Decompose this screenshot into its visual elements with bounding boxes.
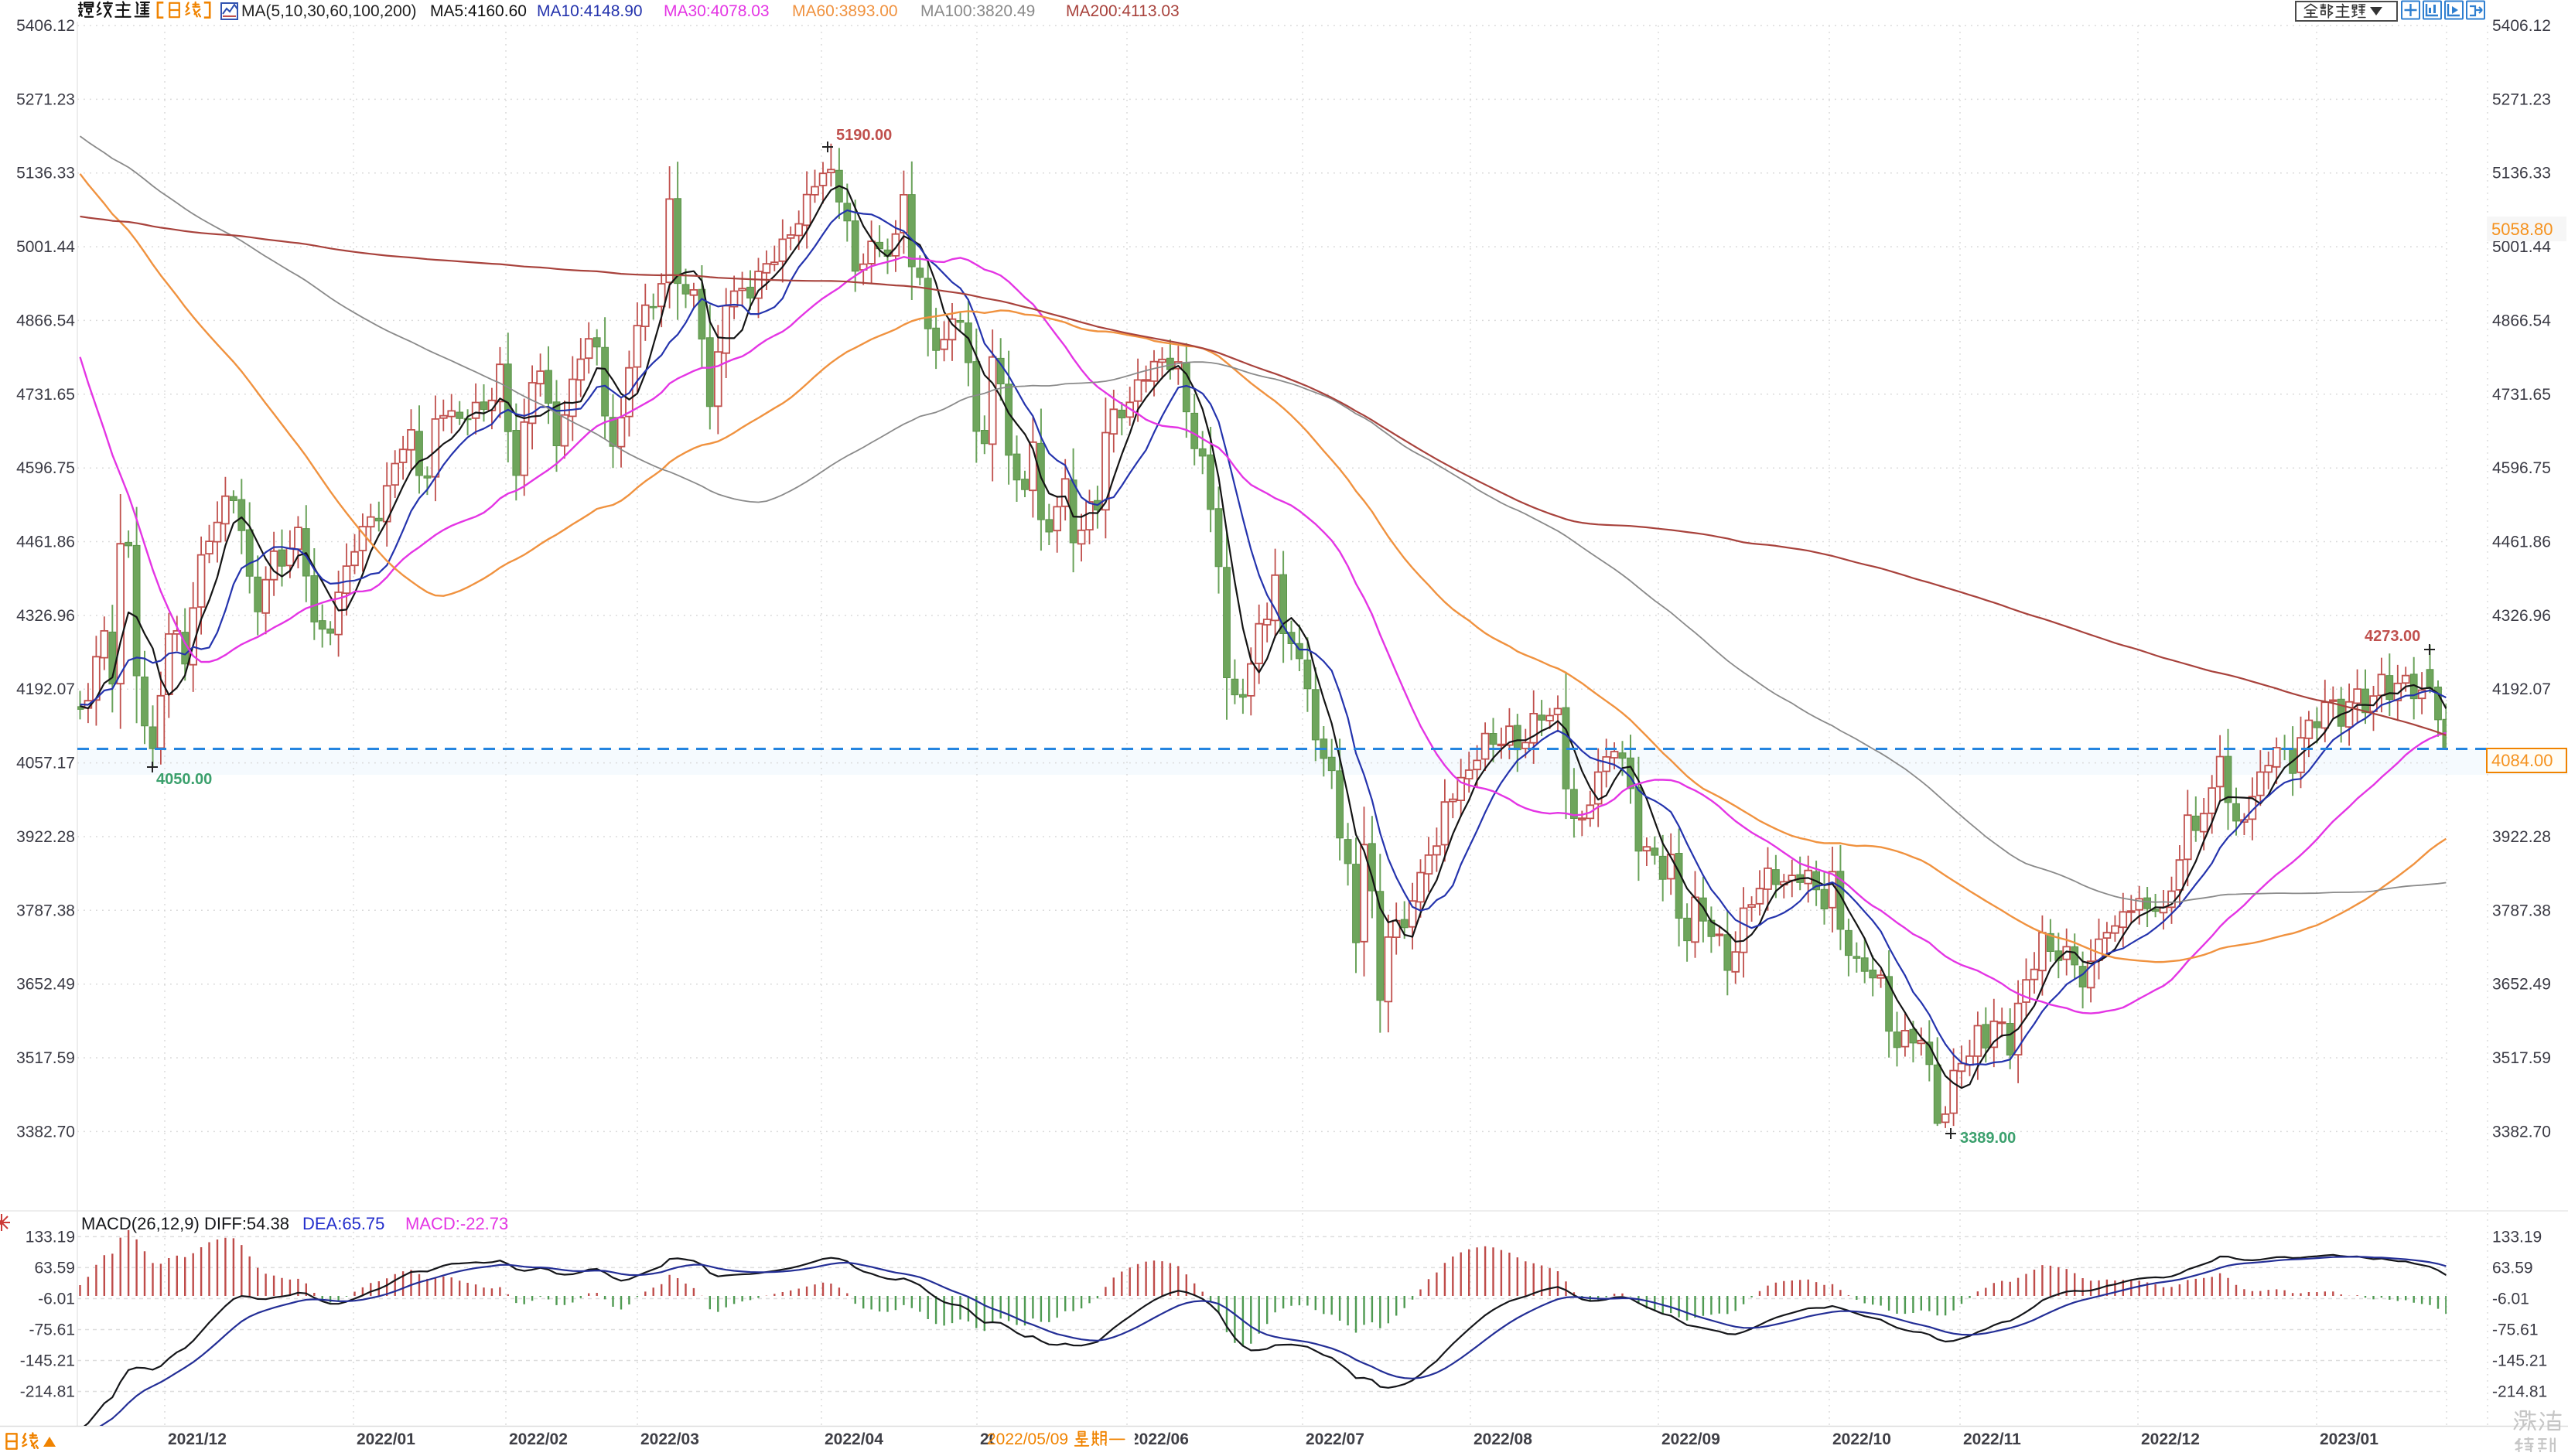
svg-text:4273.00: 4273.00 <box>2365 628 2420 645</box>
svg-text:3922.28: 3922.28 <box>16 828 75 846</box>
svg-text:5136.33: 5136.33 <box>16 165 75 182</box>
svg-text:3517.59: 3517.59 <box>2492 1049 2551 1067</box>
svg-text:133.19: 133.19 <box>26 1228 75 1246</box>
svg-text:2022/11: 2022/11 <box>1963 1430 2021 1448</box>
svg-text:MA10:4148.90: MA10:4148.90 <box>537 2 643 20</box>
svg-text:2022/08: 2022/08 <box>1474 1430 1532 1448</box>
svg-text:63.59: 63.59 <box>2492 1259 2533 1277</box>
svg-text:-75.61: -75.61 <box>2492 1321 2539 1339</box>
svg-text:2022/07: 2022/07 <box>1306 1430 1364 1448</box>
svg-text:3382.70: 3382.70 <box>16 1123 75 1141</box>
svg-text:3652.49: 3652.49 <box>16 976 75 994</box>
svg-text:-214.81: -214.81 <box>20 1383 75 1401</box>
svg-text:4596.75: 4596.75 <box>2492 459 2551 477</box>
svg-text:-6.01: -6.01 <box>38 1291 75 1308</box>
svg-text:4596.75: 4596.75 <box>16 459 75 477</box>
svg-text:4192.07: 4192.07 <box>2492 680 2551 698</box>
svg-text:2022/06: 2022/06 <box>1130 1430 1189 1448</box>
svg-text:4084.00: 4084.00 <box>2491 751 2553 770</box>
svg-text:-214.81: -214.81 <box>2492 1383 2547 1401</box>
svg-text:5406.12: 5406.12 <box>2492 17 2551 35</box>
svg-text:-75.61: -75.61 <box>29 1321 75 1339</box>
svg-text:4461.86: 4461.86 <box>2492 534 2551 551</box>
svg-text:3389.00: 3389.00 <box>1960 1130 2016 1147</box>
svg-text:4057.17: 4057.17 <box>16 755 75 772</box>
svg-text:2023/01: 2023/01 <box>2320 1430 2378 1448</box>
svg-text:4326.96: 4326.96 <box>16 607 75 625</box>
svg-text:5271.23: 5271.23 <box>2492 90 2551 108</box>
svg-text:2021/12: 2021/12 <box>168 1430 227 1448</box>
svg-text:MA30:4078.03: MA30:4078.03 <box>664 2 770 20</box>
svg-text:4866.54: 4866.54 <box>16 312 75 329</box>
svg-text:2022/09: 2022/09 <box>1661 1430 1720 1448</box>
svg-text:5406.12: 5406.12 <box>16 17 75 35</box>
svg-text:MACD(26,12,9) DIFF:54.38: MACD(26,12,9) DIFF:54.38 <box>81 1214 289 1233</box>
svg-text:5136.33: 5136.33 <box>2492 165 2551 182</box>
svg-text:-6.01: -6.01 <box>2492 1291 2529 1308</box>
svg-text:2022/12: 2022/12 <box>2141 1430 2200 1448</box>
svg-text:5058.80: 5058.80 <box>2491 220 2553 239</box>
svg-text:4461.86: 4461.86 <box>16 534 75 551</box>
svg-text:3382.70: 3382.70 <box>2492 1123 2551 1141</box>
svg-text:MA200:4113.03: MA200:4113.03 <box>1066 2 1180 20</box>
svg-text:133.19: 133.19 <box>2492 1228 2542 1246</box>
svg-text:5271.23: 5271.23 <box>16 90 75 108</box>
svg-text:-145.21: -145.21 <box>2492 1352 2547 1370</box>
svg-text:4731.65: 4731.65 <box>16 386 75 404</box>
svg-text:4326.96: 4326.96 <box>2492 607 2551 625</box>
svg-text:2022/03: 2022/03 <box>640 1430 699 1448</box>
svg-text:MA5:4160.60: MA5:4160.60 <box>430 2 527 20</box>
svg-text:3787.38: 3787.38 <box>2492 902 2551 919</box>
svg-text:2022/10: 2022/10 <box>1832 1430 1891 1448</box>
svg-text:5001.44: 5001.44 <box>2492 238 2551 256</box>
svg-text:63.59: 63.59 <box>34 1259 75 1277</box>
svg-text:5190.00: 5190.00 <box>836 127 892 144</box>
svg-text:4050.00: 4050.00 <box>156 771 212 788</box>
svg-text:MA100:3820.49: MA100:3820.49 <box>920 2 1035 20</box>
svg-text:4731.65: 4731.65 <box>2492 386 2551 404</box>
svg-text:3787.38: 3787.38 <box>16 902 75 919</box>
svg-text:MA(5,10,30,60,100,200): MA(5,10,30,60,100,200) <box>241 2 417 20</box>
svg-text:2022/01: 2022/01 <box>357 1430 415 1448</box>
svg-text:3517.59: 3517.59 <box>16 1049 75 1067</box>
svg-text:2022/05/09: 2022/05/09 <box>987 1430 1068 1448</box>
svg-text:-145.21: -145.21 <box>20 1352 75 1370</box>
svg-text:MA60:3893.00: MA60:3893.00 <box>792 2 898 20</box>
svg-text:2022/02: 2022/02 <box>509 1430 568 1448</box>
svg-text:3652.49: 3652.49 <box>2492 976 2551 994</box>
svg-text:4192.07: 4192.07 <box>16 680 75 698</box>
svg-text:MACD:-22.73: MACD:-22.73 <box>405 1214 508 1233</box>
svg-text:3922.28: 3922.28 <box>2492 828 2551 846</box>
svg-text:DEA:65.75: DEA:65.75 <box>302 1214 384 1233</box>
svg-text:2022/04: 2022/04 <box>825 1430 883 1448</box>
svg-text:5001.44: 5001.44 <box>16 238 75 256</box>
svg-text:4866.54: 4866.54 <box>2492 312 2551 329</box>
